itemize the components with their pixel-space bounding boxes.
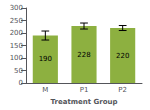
svg-text:Treatment Group: Treatment Group bbox=[50, 98, 117, 106]
svg-text:200: 200 bbox=[10, 29, 23, 37]
svg-text:190: 190 bbox=[39, 55, 52, 63]
svg-text:228: 228 bbox=[77, 51, 90, 59]
svg-text:100: 100 bbox=[10, 54, 23, 62]
svg-text:220: 220 bbox=[116, 52, 129, 60]
svg-text:P1: P1 bbox=[80, 86, 89, 94]
svg-text:300: 300 bbox=[10, 4, 23, 12]
svg-text:150: 150 bbox=[10, 42, 23, 50]
svg-text:250: 250 bbox=[10, 17, 23, 25]
svg-text:P2: P2 bbox=[118, 86, 127, 94]
svg-text:M: M bbox=[42, 86, 48, 94]
svg-text:0: 0 bbox=[19, 79, 23, 87]
svg-text:50: 50 bbox=[14, 67, 23, 75]
